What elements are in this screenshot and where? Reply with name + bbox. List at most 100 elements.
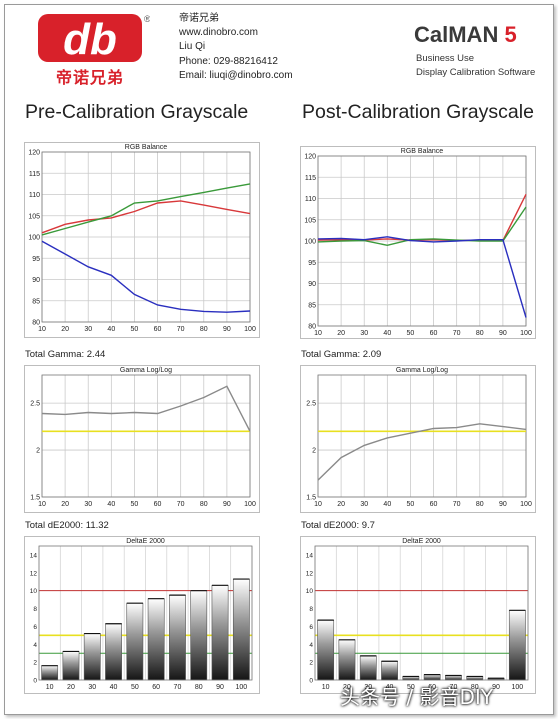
post-total-de2000: Total dE2000: 9.7 <box>301 520 375 531</box>
x-tick-label: 10 <box>322 684 330 691</box>
y-tick-label: 110 <box>29 192 40 199</box>
post-calibration-title: Post-Calibration Grayscale <box>302 101 534 123</box>
y-tick-label: 2 <box>33 660 37 667</box>
deltae-bar <box>190 590 208 681</box>
y-tick-label: 100 <box>304 239 316 246</box>
deltae-bar <box>232 578 250 681</box>
deltae-bar <box>147 598 165 681</box>
chart-title: Gamma Log/Log <box>396 367 448 374</box>
y-tick-label: 2 <box>309 660 313 667</box>
y-tick-label: 115 <box>29 171 40 178</box>
x-tick-label: 80 <box>200 501 208 508</box>
chart-title: DeltaE 2000 <box>402 538 441 545</box>
y-tick-label: 80 <box>32 320 40 327</box>
plot-area <box>317 374 527 498</box>
chart-frame <box>300 146 536 339</box>
deltae-bar <box>62 651 80 681</box>
y-tick-label: 4 <box>33 642 37 649</box>
deltae-bar <box>126 602 144 681</box>
x-tick-label: 20 <box>61 501 69 508</box>
x-tick-label: 10 <box>314 330 322 337</box>
pre-total-de2000: Total dE2000: 11.32 <box>25 520 109 531</box>
y-tick-label: 10 <box>306 588 314 595</box>
chart-title: Gamma Log/Log <box>120 367 172 374</box>
x-tick-label: 70 <box>174 684 182 691</box>
x-tick-label: 30 <box>88 684 96 691</box>
x-tick-label: 40 <box>383 330 391 337</box>
company-name: 帝诺兄弟 <box>179 13 219 24</box>
green-series-line <box>41 183 251 236</box>
x-tick-label: 80 <box>471 684 479 691</box>
y-tick-label: 120 <box>304 154 316 161</box>
chart-frame <box>24 142 260 338</box>
plot-area <box>314 545 529 681</box>
x-tick-label: 60 <box>430 330 438 337</box>
y-tick-label: 95 <box>32 256 40 263</box>
x-tick-label: 90 <box>499 501 507 508</box>
chart-title: DeltaE 2000 <box>126 538 165 545</box>
deltae-bar <box>445 675 462 681</box>
calman-brand: CalMAN 5 <box>414 22 517 48</box>
dinobro-logo: db ® 帝诺兄弟 <box>30 12 151 88</box>
x-tick-label: 10 <box>314 501 322 508</box>
deltae-bar <box>381 660 398 681</box>
pre-gamma-chart: Gamma Log/Log 1.5 2 2.5 10 20 30 40 50 60 70 80 90 10… <box>24 365 260 513</box>
y-tick-label: 115 <box>305 175 316 182</box>
plot-area <box>41 374 251 498</box>
x-tick-label: 50 <box>407 330 415 337</box>
deltae-bar <box>169 594 186 681</box>
post-rgb-balance-chart: RGB Balance 80 85 90 95 100 105 110 115 120 10 20 30… <box>300 146 536 339</box>
x-tick-label: 100 <box>236 684 248 691</box>
calman-subtitle: Business Use Display Calibration Softwar… <box>416 52 535 79</box>
phone: Phone: 029-88216412 <box>179 55 278 67</box>
x-tick-label: 80 <box>476 501 484 508</box>
x-tick-label: 90 <box>492 684 500 691</box>
y-tick-label: 80 <box>308 324 316 331</box>
y-tick-label: 105 <box>304 217 316 224</box>
y-tick-label: 90 <box>308 281 316 288</box>
x-tick-label: 80 <box>476 330 484 337</box>
plot-area <box>38 545 253 681</box>
pre-calibration-title: Pre-Calibration Grayscale <box>25 101 249 123</box>
x-tick-label: 20 <box>61 326 69 333</box>
deltae-bar <box>83 633 101 681</box>
y-tick-label: 0 <box>309 678 313 685</box>
x-tick-label: 10 <box>38 326 46 333</box>
y-tick-label: 1.5 <box>30 495 40 502</box>
y-tick-label: 100 <box>28 235 40 242</box>
chart-title: RGB Balance <box>125 144 168 151</box>
x-tick-label: 60 <box>154 501 162 508</box>
x-tick-label: 30 <box>84 501 92 508</box>
logo-chinese: 帝诺兄弟 <box>55 68 124 87</box>
x-tick-label: 60 <box>152 684 160 691</box>
x-tick-label: 50 <box>407 501 415 508</box>
x-tick-label: 90 <box>223 326 231 333</box>
deltae-bar <box>359 655 377 681</box>
registered-mark: ® <box>144 14 150 24</box>
x-tick-label: 40 <box>110 684 118 691</box>
y-tick-label: 14 <box>30 552 38 559</box>
watermark: 头条号 / 影音DIY <box>340 685 493 709</box>
x-tick-label: 20 <box>343 684 351 691</box>
pre-total-gamma: Total Gamma: 2.44 <box>25 349 106 360</box>
website: www.dinobro.com <box>179 27 258 39</box>
deltae-bar <box>211 585 229 681</box>
x-tick-label: 50 <box>131 684 139 691</box>
x-tick-label: 100 <box>244 326 256 333</box>
calman-line2: Display Calibration Software <box>416 66 536 78</box>
x-tick-label: 10 <box>38 501 46 508</box>
x-tick-label: 40 <box>386 684 394 691</box>
x-tick-label: 90 <box>499 330 507 337</box>
y-tick-label: 14 <box>306 552 314 559</box>
x-tick-label: 80 <box>200 326 208 333</box>
y-tick-label: 8 <box>309 606 313 613</box>
y-tick-label: 95 <box>308 260 316 267</box>
x-tick-label: 30 <box>360 330 368 337</box>
gray-series-line <box>41 385 251 432</box>
x-tick-label: 100 <box>244 501 256 508</box>
x-tick-label: 20 <box>67 684 75 691</box>
x-tick-label: 20 <box>337 330 345 337</box>
x-tick-label: 100 <box>520 501 532 508</box>
x-tick-label: 70 <box>177 326 185 333</box>
deltae-bar <box>105 623 122 681</box>
